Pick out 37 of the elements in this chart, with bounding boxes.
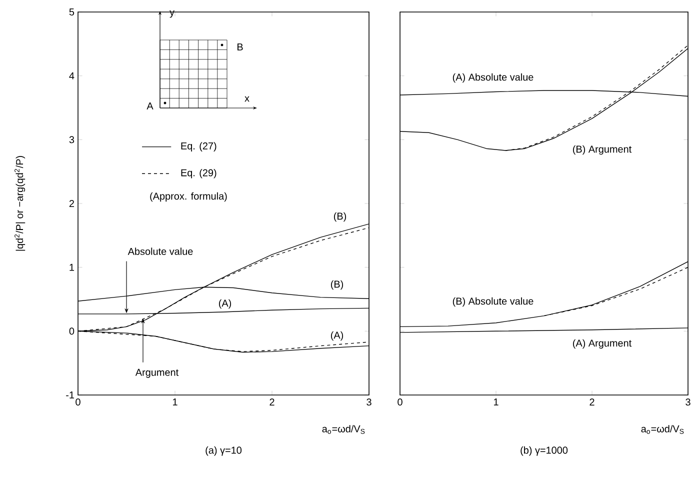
x-tick-label: 1 <box>173 398 178 406</box>
legend-label: Eq. (29) <box>181 168 216 178</box>
y-tick-label: -1 <box>66 392 74 398</box>
x-tick-label: 2 <box>590 398 594 406</box>
annotation: Argument <box>135 368 179 378</box>
x-axis-title: a$_{o}$=ωd/V$_{S}$ <box>641 425 684 434</box>
y-tick-label: 2 <box>69 200 74 207</box>
annotation: (Approx. formula) <box>150 192 227 202</box>
x-tick-label: 3 <box>366 398 372 406</box>
legend-label: Eq. (27) <box>181 142 216 152</box>
y-tick-label: 3 <box>69 136 74 144</box>
y-tick-label: 5 <box>69 8 74 16</box>
annotation: (A) <box>218 299 232 309</box>
annotation: x <box>244 96 250 102</box>
annotation: (B) <box>330 280 344 290</box>
y-tick-label: 1 <box>70 264 74 271</box>
x-tick-label: 0 <box>398 398 402 406</box>
annotation: (A) Argument <box>573 339 632 349</box>
annotation: A <box>146 102 154 110</box>
annotation: B <box>237 44 243 50</box>
annotation: y <box>170 10 174 18</box>
text: (a) γ=10 <box>206 446 242 456</box>
y-tick-label: 0 <box>69 328 74 335</box>
x-tick-label: 3 <box>686 398 690 406</box>
y-tick-label: 4 <box>69 72 74 80</box>
annotation: (A) <box>330 331 344 341</box>
y-axis-title: |qd$^{2}$/P| or −arg(qd$^{2}$/P) <box>14 156 26 251</box>
x-tick-label: 2 <box>270 398 274 406</box>
x-tick-label: 0 <box>76 398 80 406</box>
annotation: (B) Argument <box>573 145 632 155</box>
annotation: (B) Absolute value <box>452 297 534 307</box>
text: (b) γ=1000 <box>520 446 568 456</box>
annotation: Absolute value <box>128 248 193 255</box>
x-tick-label: 1 <box>494 398 498 406</box>
annotation: (A) Absolute value <box>452 73 534 83</box>
annotation: (B) <box>334 212 346 222</box>
x-axis-title: a$_{o}$=ωd/V$_{S}$ <box>322 425 365 434</box>
